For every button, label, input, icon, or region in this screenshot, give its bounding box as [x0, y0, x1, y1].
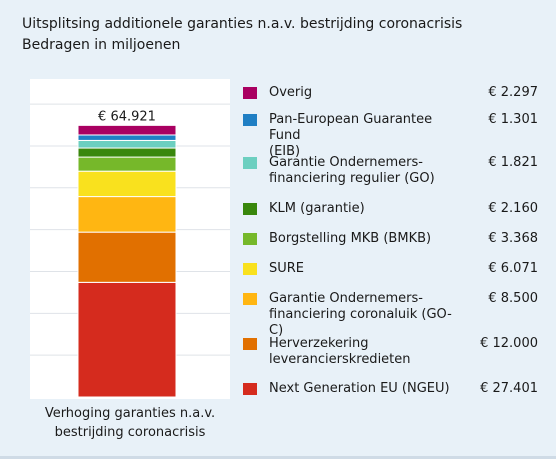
- legend-label-line1: Pan-European Guarantee Fund: [269, 112, 433, 143]
- legend-value: € 2.160: [488, 201, 538, 216]
- legend-swatch: [243, 383, 257, 395]
- legend-label-line1: Borgstelling MKB (BMKB): [269, 231, 432, 246]
- legend-label: Garantie Ondernemers-financiering reguli…: [269, 155, 459, 187]
- legend-value: € 12.000: [480, 336, 538, 351]
- legend-label: Garantie Ondernemers-financiering corona…: [269, 291, 459, 339]
- legend-label-line2: (EIB): [269, 144, 301, 159]
- legend-swatch: [243, 233, 257, 245]
- legend-value: € 2.297: [488, 85, 538, 100]
- legend-label-line1: Garantie Ondernemers-: [269, 155, 423, 170]
- legend-label: Overig: [269, 85, 459, 101]
- stacked-bar-chart: € 64.921: [30, 103, 230, 398]
- legend-label: Herverzekering leverancierskredieten: [269, 336, 459, 368]
- bar-segment-5: [77, 147, 177, 158]
- chart-subtitle: Bedragen in miljoenen: [22, 37, 181, 53]
- x-axis-label: Verhoging garanties n.a.v. bestrijding c…: [30, 404, 230, 442]
- legend-label-line1: Garantie Ondernemers-: [269, 291, 423, 306]
- legend-value: € 1.821: [488, 155, 538, 170]
- legend-label-line1: KLM (garantie): [269, 201, 365, 216]
- legend-value: € 6.071: [488, 261, 538, 276]
- x-axis-label-line1: Verhoging garanties n.a.v.: [44, 406, 216, 421]
- legend-value: € 1.301: [488, 112, 538, 127]
- legend-label-line1: Herverzekering: [269, 336, 369, 351]
- legend-value: € 3.368: [488, 231, 538, 246]
- legend-swatch: [243, 338, 257, 350]
- legend-label-line2: financiering coronaluik (GO-C): [269, 307, 452, 338]
- bar-segment-7: [77, 134, 177, 141]
- legend-label: Next Generation EU (NGEU): [269, 381, 459, 397]
- legend-swatch: [243, 293, 257, 305]
- legend-label: SURE: [269, 261, 459, 277]
- bar-segment-6: [77, 139, 177, 149]
- bar-segment-0: [77, 281, 177, 398]
- bar-segment-2: [77, 196, 177, 233]
- chart-title-line1: Uitsplitsing additionele garanties n.a.v…: [22, 16, 463, 32]
- bar-segment-3: [77, 170, 177, 198]
- bottom-divider: [0, 456, 556, 459]
- legend-value: € 27.401: [480, 381, 538, 396]
- bar-segment-8: [77, 124, 177, 136]
- legend-label: Pan-European Guarantee Fund (EIB): [269, 112, 459, 160]
- legend-label-line2: leverancierskredieten: [269, 352, 411, 367]
- bar-segment-1: [77, 231, 177, 283]
- legend-swatch: [243, 263, 257, 275]
- x-axis-label-line2: bestrijding coronacrisis: [54, 425, 206, 440]
- legend-label-line2: financiering regulier (GO): [269, 171, 435, 186]
- bar-segment-4: [77, 156, 177, 172]
- legend-label: KLM (garantie): [269, 201, 459, 217]
- total-value-label: € 64.921: [98, 109, 156, 124]
- legend-value: € 8.500: [488, 291, 538, 306]
- legend-label-line1: Next Generation EU (NGEU): [269, 381, 450, 396]
- legend-label-line1: Overig: [269, 85, 313, 100]
- legend-swatch: [243, 87, 257, 99]
- legend-label: Borgstelling MKB (BMKB): [269, 231, 459, 247]
- legend-swatch: [243, 203, 257, 215]
- legend-swatch: [243, 114, 257, 126]
- chart-title: Uitsplitsing additionele garanties n.a.v…: [22, 14, 462, 56]
- legend-label-line1: SURE: [269, 261, 305, 276]
- legend-swatch: [243, 157, 257, 169]
